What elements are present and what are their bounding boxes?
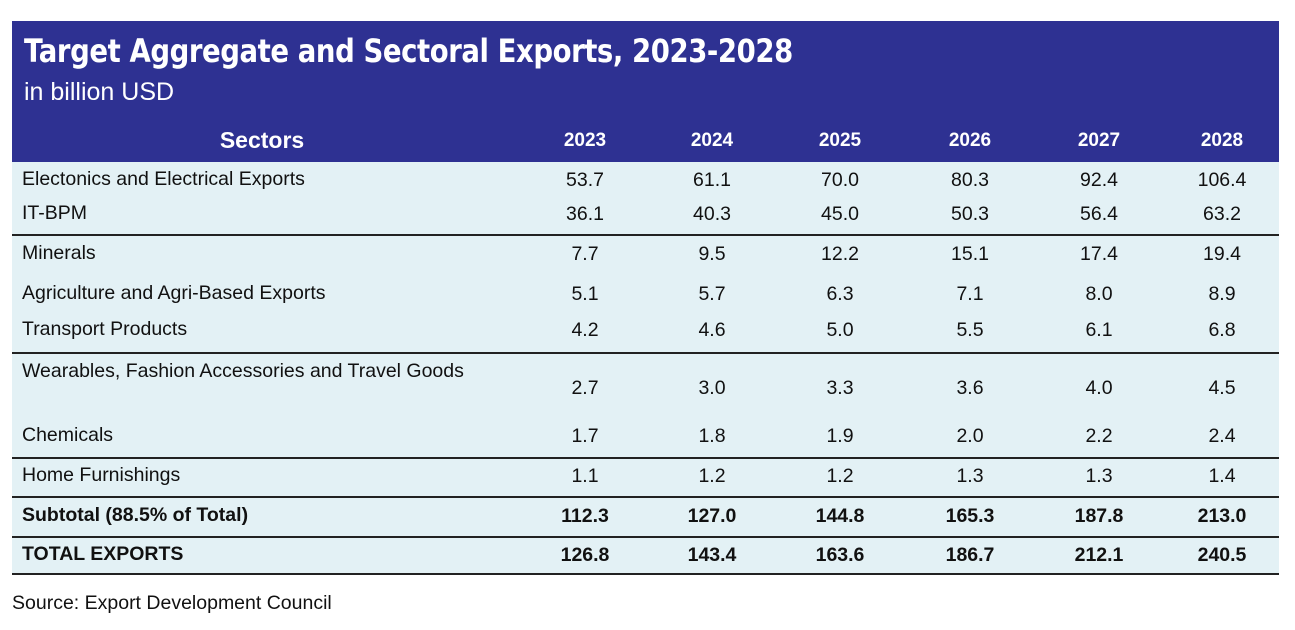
cell-2027: 2.2 [1085,425,1113,447]
cell-2028: 4.5 [1208,377,1236,399]
cell-2024: 127.0 [687,505,737,527]
cell-2028: 213.0 [1197,505,1247,527]
table-body: Electonics and Electrical Exports 53.7 61.… [12,162,1279,575]
row-label: Home Furnishings [22,464,181,486]
cell-2027: 8.0 [1085,283,1113,305]
cell-2023: 112.3 [561,505,609,527]
header-year-2025: 2025 [818,130,862,151]
title-banner: Target Aggregate and Sectoral Exports, 2… [12,21,1279,119]
cell-2028: 1.4 [1208,465,1236,487]
cell-2026: 5.5 [956,319,984,341]
row-label: Agriculture and Agri-Based Exports [22,282,326,304]
cell-2023: 126.8 [560,544,610,566]
cell-2028: 106.4 [1197,169,1247,191]
cell-2023: 4.2 [571,319,599,341]
cell-2025: 12.2 [821,243,859,265]
header-year-2024: 2024 [690,130,734,151]
header-year-2027: 2027 [1077,130,1121,151]
cell-2023: 1.1 [571,465,599,487]
cell-2026: 1.3 [956,465,984,487]
table-row: IT-BPM 36.1 40.3 45.0 50.3 56.4 63.2 [12,198,1279,234]
cell-2026: 50.3 [951,203,989,225]
table-row: Subtotal (88.5% of Total) 112.3 127.0 144.8… [12,500,1279,536]
row-label: IT-BPM [22,202,88,224]
cell-2026: 186.7 [945,544,995,566]
cell-2026: 165.3 [945,505,995,527]
cell-2025: 70.0 [821,169,859,191]
cell-2027: 92.4 [1080,169,1118,191]
cell-2023: 7.7 [571,243,599,265]
chart-title: Target Aggregate and Sectoral Exports, 2… [24,32,793,70]
cell-2025: 6.3 [826,283,854,305]
row-label: TOTAL EXPORTS [22,543,184,565]
header-year-2023: 2023 [563,130,607,151]
row-divider [12,496,1279,498]
cell-2027: 17.4 [1080,243,1118,265]
cell-2027: 56.4 [1080,203,1118,225]
table-row: Agriculture and Agri-Based Exports 5.1 5.7… [12,278,1279,312]
cell-2024: 9.5 [698,243,726,265]
row-divider [12,536,1279,538]
row-label: Chemicals [22,424,114,446]
cell-2026: 2.0 [956,425,984,447]
header-sectors: Sectors [219,127,305,153]
cell-2025: 3.3 [826,377,854,399]
row-label: Wearables, Fashion Accessories and Trave… [22,360,464,382]
cell-2028: 6.8 [1208,319,1236,341]
cell-2027: 4.0 [1085,377,1113,399]
cell-2028: 63.2 [1203,203,1241,225]
row-label: Minerals [22,242,96,264]
row-divider [12,352,1279,354]
cell-2028: 2.4 [1208,425,1236,447]
cell-2026: 80.3 [951,169,989,191]
cell-2025: 1.2 [826,465,854,487]
table-row: Wearables, Fashion Accessories and Trave… [12,356,1279,418]
row-label: Transport Products [22,318,188,340]
cell-2025: 1.9 [826,425,854,447]
cell-2027: 6.1 [1085,319,1113,341]
cell-2023: 36.1 [566,203,604,225]
cell-2028: 8.9 [1208,283,1236,305]
table-row: TOTAL EXPORTS 126.8 143.4 163.6 186.7 212.1 24… [12,539,1279,573]
cell-2024: 1.2 [698,465,726,487]
table-row: Minerals 7.7 9.5 12.2 15.1 17.4 19.4 [12,238,1279,274]
cell-2024: 3.0 [698,377,726,399]
cell-2024: 40.3 [693,203,731,225]
cell-2026: 3.6 [956,377,984,399]
cell-2025: 144.8 [815,505,865,527]
row-label: Subtotal (88.5% of Total) [22,504,249,526]
cell-2026: 7.1 [956,283,984,305]
cell-2023: 5.1 [571,283,599,305]
table-row: Transport Products 4.2 4.6 5.0 5.5 6.1 6.8 [12,314,1279,348]
row-label: Electonics and Electrical Exports [22,168,305,190]
table-row: Home Furnishings 1.1 1.2 1.2 1.3 1.3 1.4 [12,460,1279,494]
cell-2025: 5.0 [826,319,854,341]
cell-2023: 53.7 [566,169,604,191]
cell-2024: 4.6 [698,319,726,341]
header-year-2026: 2026 [948,130,992,151]
table-row: Electonics and Electrical Exports 53.7 61.… [12,164,1279,198]
cell-2028: 19.4 [1203,243,1241,265]
cell-2025: 45.0 [821,203,859,225]
chart-subtitle: in billion USD [24,78,175,106]
cell-2027: 212.1 [1074,544,1124,566]
table-row: Chemicals 1.7 1.8 1.9 2.0 2.2 2.4 [12,420,1279,452]
header-year-2028: 2028 [1200,130,1244,151]
cell-2028: 240.5 [1197,544,1247,566]
row-divider [12,457,1279,459]
row-divider [12,234,1279,236]
source-note: Source: Export Development Council [12,592,332,614]
table-header-row: Sectors 2023 2024 2025 2026 2027 2028 [12,119,1279,162]
cell-2025: 163.6 [815,544,865,566]
cell-2024: 5.7 [698,283,726,305]
cell-2024: 143.4 [687,544,737,566]
cell-2026: 15.1 [951,243,989,265]
cell-2023: 2.7 [571,377,599,399]
cell-2024: 61.1 [693,169,731,191]
cell-2027: 1.3 [1085,465,1113,487]
cell-2024: 1.8 [698,425,726,447]
cell-2027: 187.8 [1074,505,1124,527]
cell-2023: 1.7 [571,425,599,447]
row-divider [12,573,1279,575]
